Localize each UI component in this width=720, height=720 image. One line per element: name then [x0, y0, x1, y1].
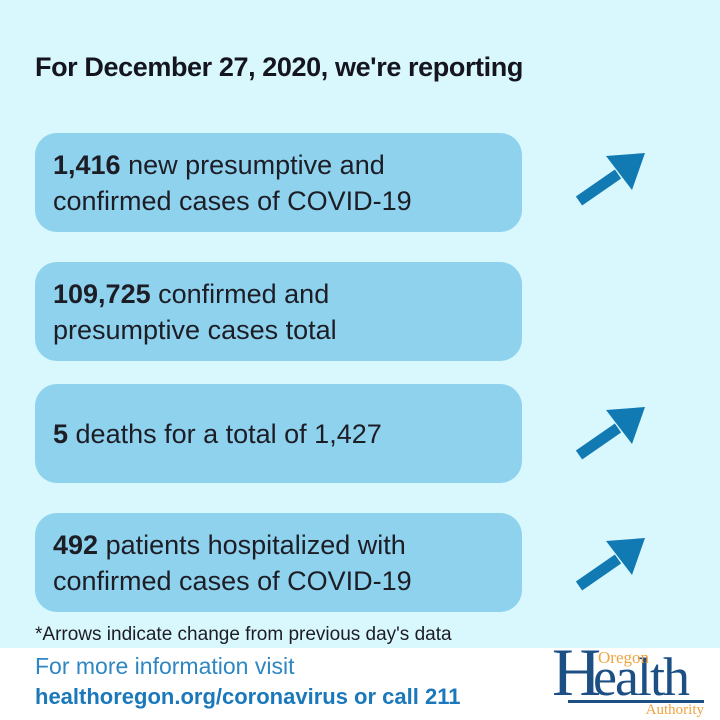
stat-label: patients hospitalized with confirmed cas… — [53, 529, 412, 596]
logo-authority-text: Authority — [645, 702, 704, 718]
stat-box-deaths: 5 deaths for a total of 1,427 — [35, 384, 522, 483]
stat-label: deaths for a total of 1,427 — [68, 418, 382, 449]
stat-value: 5 — [53, 418, 69, 449]
stat-value: 1,416 — [53, 149, 121, 180]
stat-box-new-cases: 1,416 new presumptive and confirmed case… — [35, 133, 522, 232]
trend-up-arrow-icon — [575, 538, 645, 591]
stat-label: new presumptive and confirmed cases of C… — [53, 149, 412, 216]
logo-health-h: H — [552, 634, 602, 710]
trend-up-arrow-icon — [575, 153, 645, 206]
footer: For more information visit healthoregon.… — [0, 638, 720, 720]
stat-value: 109,725 — [53, 278, 151, 309]
page-title: For December 27, 2020, we're reporting — [35, 52, 523, 82]
footer-info-text: For more information visit — [35, 653, 295, 679]
stat-text-total-cases: 109,725 confirmed and presumptive cases … — [53, 276, 482, 348]
stat-text-hospitalized: 492 patients hospitalized with confirmed… — [53, 527, 482, 599]
stat-value: 492 — [53, 529, 99, 560]
footnote: *Arrows indicate change from previous da… — [35, 624, 452, 645]
logo-oregon-text: Oregon — [598, 648, 649, 667]
oregon-health-authority-logo: H ealth Oregon Authority — [552, 638, 704, 718]
stat-box-total-cases: 109,725 confirmed and presumptive cases … — [35, 262, 522, 361]
logo-health-rest: ealth — [593, 647, 690, 707]
stat-box-hospitalized: 492 patients hospitalized with confirmed… — [35, 513, 522, 612]
stat-text-deaths: 5 deaths for a total of 1,427 — [53, 416, 382, 452]
stat-text-new-cases: 1,416 new presumptive and confirmed case… — [53, 147, 482, 219]
footer-url-text: healthoregon.org/coronavirus or call 211 — [35, 684, 461, 709]
logo-underline — [568, 700, 704, 703]
trend-up-arrow-icon — [575, 407, 645, 460]
stat-label: confirmed and presumptive cases total — [53, 278, 337, 345]
